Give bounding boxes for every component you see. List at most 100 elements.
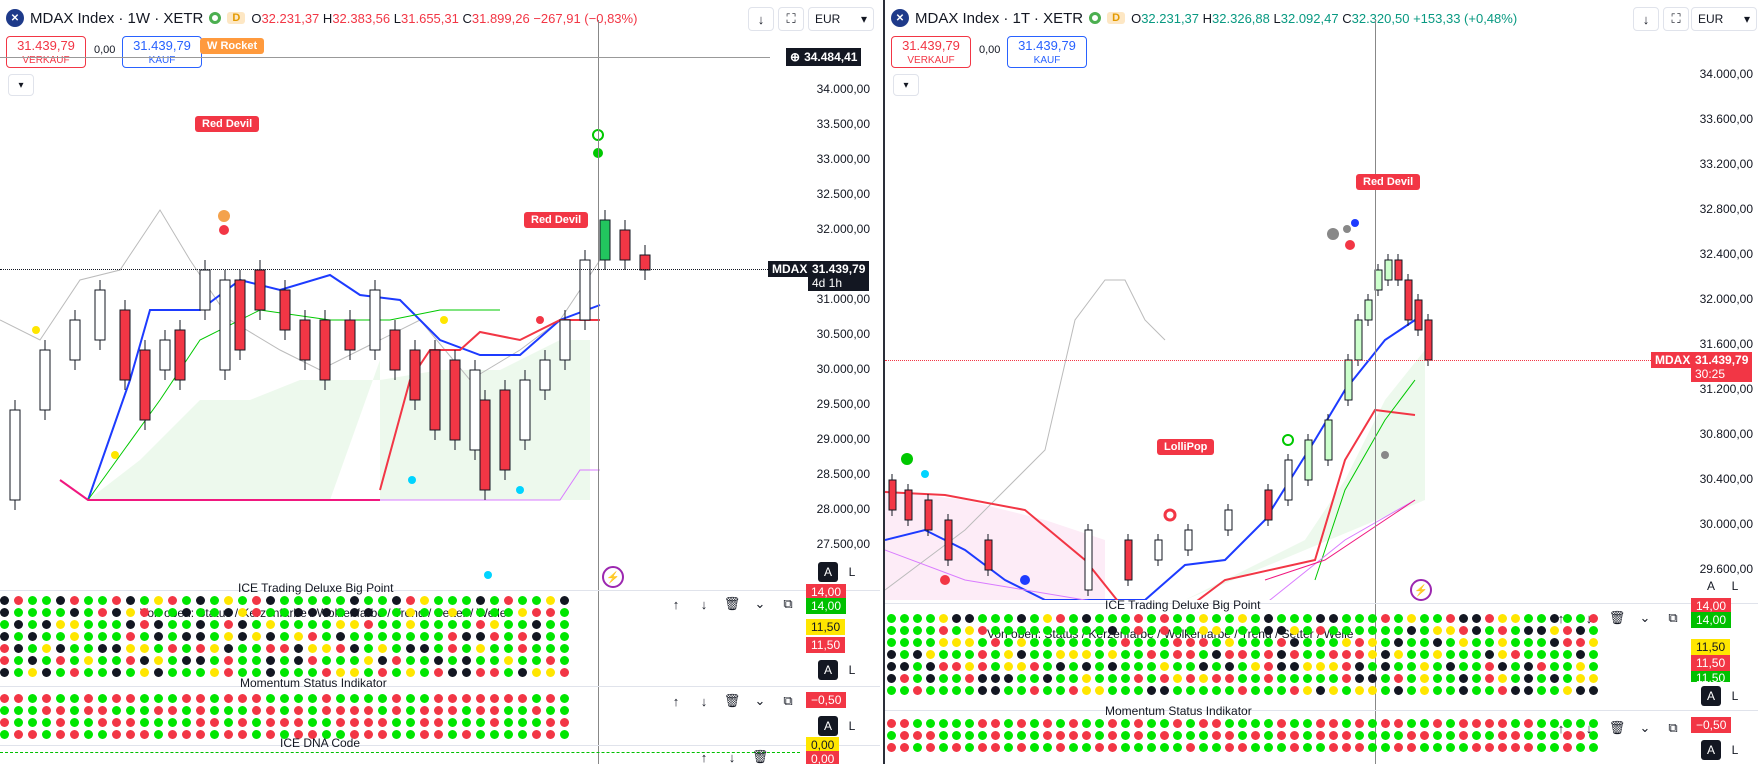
fullscreen-icon[interactable]: ⛶ [1663, 7, 1689, 31]
status-dot [266, 718, 275, 727]
auto-scale-button[interactable]: A [1701, 740, 1721, 760]
maximize-icon[interactable]: ⧉ [1668, 720, 1678, 735]
dot-row [887, 686, 1598, 695]
pane-divider[interactable] [0, 590, 880, 591]
symbol-title[interactable]: MDAX Index · 1T · XETR [915, 9, 1084, 27]
auto-scale-button[interactable]: A [1701, 686, 1721, 706]
trash-icon[interactable]: 🗑 [1608, 720, 1626, 735]
arrow-down-icon[interactable]: ↓ [700, 596, 708, 612]
currency-select[interactable]: EUR ▾ [1691, 7, 1757, 31]
trash-icon[interactable]: 🗑 [723, 596, 741, 611]
sell-button[interactable]: 31.439,79 VERKAUF [6, 36, 86, 68]
status-dot [1459, 662, 1468, 671]
pane-divider[interactable] [0, 686, 880, 687]
arrow-up-icon[interactable]: ↑ [700, 749, 708, 764]
status-dot [978, 626, 987, 635]
lightning-icon[interactable]: ⚡ [1410, 579, 1432, 601]
log-scale-button[interactable]: L [1731, 579, 1739, 593]
buy-button[interactable]: 31.439,79 KAUF [1007, 36, 1087, 68]
symbol-logo-icon: ✕ [6, 9, 24, 27]
log-scale-button[interactable]: L [1731, 689, 1739, 703]
auto-scale-button[interactable]: A [818, 562, 838, 582]
legend-collapse-button[interactable]: ▾ [8, 74, 34, 96]
status-dot [406, 632, 415, 641]
status-dot [1290, 662, 1299, 671]
last-price-tag: 31.439,79 4d 1h [808, 261, 870, 291]
status-dot [518, 632, 527, 641]
collapse-icon[interactable]: ⌄ [1639, 610, 1651, 625]
pane-divider[interactable] [885, 603, 1758, 604]
fullscreen-icon[interactable]: ⛶ [778, 7, 804, 31]
market-status-icon[interactable] [1089, 12, 1102, 24]
status-dot [280, 608, 289, 617]
collapse-icon[interactable]: ⌄ [1639, 720, 1651, 735]
market-status-icon[interactable] [209, 12, 222, 24]
lightning-icon[interactable]: ⚡ [602, 566, 624, 588]
log-scale-button[interactable]: L [848, 663, 856, 677]
arrow-up-icon[interactable]: ↑ [672, 596, 680, 612]
arrow-down-icon[interactable]: ↓ [700, 693, 708, 709]
legend-collapse-button[interactable]: ▾ [893, 74, 919, 96]
status-dot [476, 694, 485, 703]
status-dot [364, 632, 373, 641]
collapse-icon[interactable]: ⌄ [754, 693, 766, 708]
arrow-up-icon[interactable]: ↑ [672, 693, 680, 709]
status-dot [84, 668, 93, 677]
status-dot [238, 620, 247, 629]
log-scale-button[interactable]: L [1731, 743, 1739, 757]
price-chart-right[interactable] [885, 20, 1685, 600]
status-dot [210, 694, 219, 703]
status-dot [1342, 743, 1351, 752]
status-dot [84, 730, 93, 739]
status-dot [1589, 638, 1598, 647]
status-dot [1277, 662, 1286, 671]
status-dot [406, 656, 415, 665]
maximize-icon[interactable]: ⧉ [1668, 610, 1678, 625]
arrow-down-icon[interactable]: ↓ [1585, 610, 1593, 626]
status-dot [1342, 614, 1351, 623]
status-dot [420, 656, 429, 665]
auto-scale-button[interactable]: A [818, 716, 838, 736]
dot-row [0, 632, 569, 641]
status-dot [98, 608, 107, 617]
arrow-down-icon[interactable]: ↓ [1585, 720, 1593, 736]
auto-scale-button[interactable]: A [1706, 579, 1715, 593]
status-dot [913, 743, 922, 752]
status-dot [1563, 731, 1572, 740]
maximize-icon[interactable]: ⧉ [783, 596, 793, 611]
status-dot [476, 644, 485, 653]
currency-select[interactable]: EUR ▾ [808, 7, 874, 31]
trash-icon[interactable]: 🗑 [1608, 610, 1626, 625]
log-scale-button[interactable]: L [848, 565, 856, 579]
status-dot [154, 620, 163, 629]
maximize-icon[interactable]: ⧉ [783, 693, 793, 708]
status-dot [210, 730, 219, 739]
status-dot [252, 596, 261, 605]
plus-icon[interactable]: ⊕ [790, 50, 801, 64]
status-dot [1394, 614, 1403, 623]
trash-icon[interactable]: 🗑 [723, 693, 741, 708]
data-delay-tag[interactable]: D [1107, 12, 1126, 24]
pane-divider[interactable] [885, 710, 1758, 711]
arrow-down-icon[interactable]: ↓ [748, 7, 774, 31]
status-dot [392, 718, 401, 727]
arrow-up-icon[interactable]: ↑ [1557, 610, 1565, 626]
status-dot [14, 730, 23, 739]
status-dot [952, 614, 961, 623]
symbol-logo-icon: ✕ [891, 9, 909, 27]
arrow-down-icon[interactable]: ↓ [728, 749, 736, 764]
log-scale-button[interactable]: L [848, 719, 856, 733]
buy-button[interactable]: 31.439,79 KAUF [122, 36, 202, 68]
arrow-up-icon[interactable]: ↑ [1557, 720, 1565, 736]
crosshair-price-label[interactable]: ⊕ 34.484,41 [786, 48, 862, 66]
data-delay-tag[interactable]: D [227, 12, 246, 24]
pane-divider[interactable] [0, 745, 880, 746]
sell-button[interactable]: 31.439,79 VERKAUF [891, 36, 971, 68]
indicator-value-badge: −0,50 [806, 692, 847, 708]
arrow-down-icon[interactable]: ↓ [1633, 7, 1659, 31]
price-chart-left[interactable] [0, 20, 800, 590]
symbol-title[interactable]: MDAX Index · 1W · XETR [30, 9, 204, 27]
collapse-icon[interactable]: ⌄ [754, 596, 766, 611]
trash-icon[interactable]: 🗑 [751, 749, 769, 764]
auto-scale-button[interactable]: A [818, 660, 838, 680]
